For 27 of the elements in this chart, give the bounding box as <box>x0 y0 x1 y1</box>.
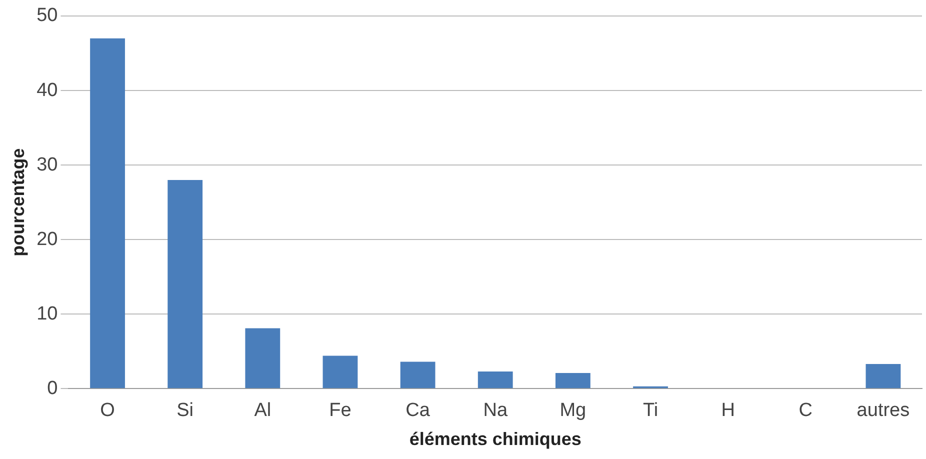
bar <box>555 372 590 388</box>
x-tick-label: H <box>721 400 735 422</box>
x-tick-label: autres <box>856 400 910 422</box>
x-tick-label: Si <box>176 400 194 422</box>
bar <box>245 328 280 388</box>
x-tick-label: Ti <box>642 400 658 422</box>
y-tick-label: 10 <box>36 303 58 324</box>
x-tick-label: Al <box>254 400 272 422</box>
bar <box>90 38 125 388</box>
bar <box>866 364 901 388</box>
bar <box>168 180 203 388</box>
x-tick-label: C <box>798 400 813 422</box>
x-tick-label: O <box>100 400 115 422</box>
y-tick-label: 50 <box>36 5 58 26</box>
x-tick-label: Fe <box>329 400 352 422</box>
bar <box>322 356 358 388</box>
bar <box>400 362 436 388</box>
bar <box>478 371 513 388</box>
y-tick-label: 30 <box>36 154 58 176</box>
y-axis-title: pourcentage <box>8 148 28 256</box>
y-tick-label: 0 <box>47 378 58 399</box>
y-tick-label: 40 <box>36 80 58 101</box>
x-axis-title: éléments chimiques <box>409 429 582 450</box>
x-tick-label: Mg <box>560 400 586 422</box>
x-tick-label: Na <box>483 400 508 422</box>
y-tick-label: 20 <box>36 228 58 250</box>
x-tick-label: Ca <box>406 400 430 422</box>
